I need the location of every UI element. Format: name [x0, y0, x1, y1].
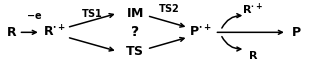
Text: $\mathbf{R^{\bullet+}}$: $\mathbf{R^{\bullet+}}$ — [243, 2, 263, 17]
Text: $\mathbf{P^{\bullet+}}$: $\mathbf{P^{\bullet+}}$ — [189, 25, 212, 40]
Text: $\mathbf{R}$: $\mathbf{R}$ — [248, 49, 258, 61]
Text: $\mathbf{R}$: $\mathbf{R}$ — [6, 26, 17, 39]
Text: $\mathbf{?}$: $\mathbf{?}$ — [130, 25, 139, 39]
Text: $\mathbf{IM}$: $\mathbf{IM}$ — [125, 7, 143, 20]
Text: $\mathbf{TS}$: $\mathbf{TS}$ — [125, 45, 144, 58]
Text: $\mathbf{TS1}$: $\mathbf{TS1}$ — [81, 7, 102, 19]
Text: $\mathbf{-e}$: $\mathbf{-e}$ — [26, 11, 42, 21]
Text: $\mathbf{R^{\bullet+}}$: $\mathbf{R^{\bullet+}}$ — [43, 25, 66, 40]
Text: $\mathbf{P}$: $\mathbf{P}$ — [291, 26, 301, 39]
Text: $\mathbf{TS2}$: $\mathbf{TS2}$ — [158, 2, 179, 14]
